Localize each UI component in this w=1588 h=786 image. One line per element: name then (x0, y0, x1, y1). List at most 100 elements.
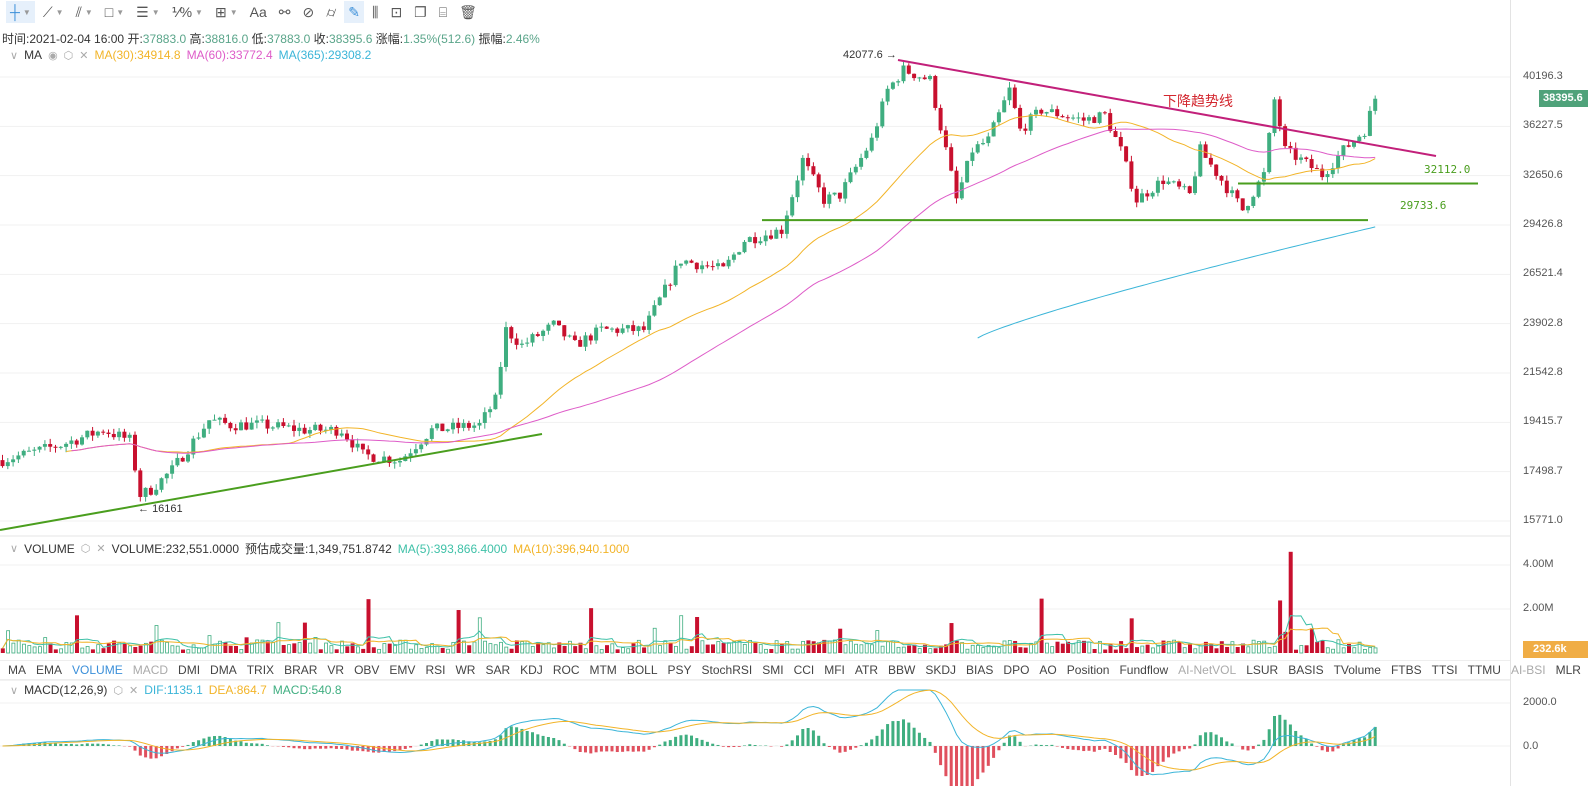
volume-bar-up (1368, 646, 1373, 654)
volume-bar-up (1034, 641, 1039, 654)
tab-ao[interactable]: AO (1039, 663, 1057, 677)
chevron-down-icon[interactable]: ▼ (84, 7, 93, 17)
tab-boll[interactable]: BOLL (626, 663, 658, 677)
macd-histogram-bar (1246, 746, 1250, 751)
delete-tool[interactable]: 🗑 (455, 1, 481, 23)
tab-mtm[interactable]: MTM (589, 663, 617, 677)
close-icon[interactable]: ✕ (129, 684, 139, 697)
tab-emv[interactable]: EMV (389, 663, 416, 677)
crosshair-tool[interactable]: ┼ ▼ (6, 1, 35, 23)
tab-sar[interactable]: SAR (485, 663, 511, 677)
chevron-down-icon[interactable]: ▼ (116, 7, 125, 17)
tab-ftbs[interactable]: FTBS (1390, 663, 1422, 677)
tab-smi[interactable]: SMI (762, 663, 784, 677)
tab-skdj[interactable]: SKDJ (925, 663, 957, 677)
price-chart[interactable] (0, 0, 1510, 786)
tab-dmi[interactable]: DMI (178, 663, 201, 677)
tab-lsur[interactable]: LSUR (1246, 663, 1279, 677)
tab-atr[interactable]: ATR (854, 663, 879, 677)
horizontal-lines-tool[interactable]: ☰ ▼ (132, 1, 163, 23)
tab-tvolume[interactable]: TVolume (1333, 663, 1381, 677)
volume-bar-up (647, 645, 652, 654)
collapse-icon[interactable]: ∨ (10, 543, 19, 555)
settings-icon[interactable]: ⬡ (63, 49, 74, 62)
tab-ttsi[interactable]: TTSI (1431, 663, 1458, 677)
link-tool[interactable]: ⊘ (298, 1, 318, 23)
tab-dma[interactable]: DMA (210, 663, 237, 677)
close-icon[interactable]: ✕ (79, 49, 89, 62)
chevron-down-icon[interactable]: ▼ (151, 7, 160, 17)
close-icon[interactable]: ✕ (96, 543, 106, 555)
volume-bar-up (652, 627, 657, 654)
candle-up (763, 235, 768, 242)
parallel-lines-tool[interactable]: ⫽ ▼ (72, 1, 97, 23)
candle-up (594, 327, 599, 341)
volume-bar-down (1309, 628, 1314, 653)
bookmark-tool[interactable]: ❐ (410, 1, 431, 23)
settings-icon[interactable]: ⬡ (113, 684, 124, 697)
tab-fundflow[interactable]: Fundflow (1119, 663, 1169, 677)
tab-brar[interactable]: BRAR (284, 663, 318, 677)
volume-bar-up (917, 648, 922, 654)
tab-ttmu[interactable]: TTMU (1467, 663, 1501, 677)
candle-down (292, 425, 296, 431)
macd-legend: ∨ MACD(12,26,9) ⬡ ✕ DIF:1135.1 DEA:864.7… (10, 683, 342, 697)
ruler-tool[interactable]: ⌭ (322, 1, 340, 23)
tab-vr[interactable]: VR (327, 663, 345, 677)
tab-psy[interactable]: PSY (667, 663, 692, 677)
bar-pattern-tool[interactable]: ⫼ (368, 1, 382, 23)
collapse-icon[interactable]: ∨ (10, 49, 19, 62)
brush-tool[interactable]: ✎ (344, 1, 364, 23)
chevron-down-icon[interactable]: ▼ (22, 7, 31, 17)
tab-bias[interactable]: BIAS (966, 663, 994, 677)
candle-up (217, 417, 222, 420)
macd-histogram-bar (732, 746, 736, 747)
tab-ema[interactable]: EMA (36, 663, 63, 677)
tab-dpo[interactable]: DPO (1003, 663, 1030, 677)
calendar-edit-tool[interactable]: ⌸ (435, 1, 451, 23)
text-tool[interactable]: Aa (246, 1, 271, 23)
macd-histogram-bar (642, 746, 646, 752)
tab-position[interactable]: Position (1066, 663, 1110, 677)
tab-kdj[interactable]: KDJ (520, 663, 543, 677)
ohlc-info: 时间:2021-02-04 16:00 开:37883.0 高:38816.0 … (2, 30, 540, 47)
tab-volume[interactable]: VOLUME (72, 663, 123, 677)
tab-obv[interactable]: OBV (354, 663, 380, 677)
collapse-icon[interactable]: ∨ (10, 684, 19, 697)
macd-histogram-bar (1182, 746, 1186, 750)
settings-icon[interactable]: ⬡ (80, 543, 91, 555)
rectangle-tool[interactable]: □ ▼ (101, 1, 128, 23)
measure-tool[interactable]: ⊞ ▼ (211, 1, 242, 23)
chevron-down-icon[interactable]: ▼ (229, 7, 238, 17)
eye-icon[interactable]: ◉ (48, 49, 58, 62)
macd-histogram-bar (1315, 746, 1319, 747)
price-axis[interactable]: 38395.6 4.00M 2.00M 232.6k 2000.0 0.0 40… (1510, 0, 1588, 786)
pattern-tool[interactable]: ⚯ (275, 1, 295, 23)
lock-tool[interactable]: ⊡ (386, 1, 406, 23)
candle-up (1341, 145, 1346, 156)
tab-ai-netvol[interactable]: AI-NetVOL (1178, 663, 1237, 677)
tab-trix[interactable]: TRIX (246, 663, 275, 677)
tab-wr[interactable]: WR (455, 663, 476, 677)
candle-up (896, 81, 901, 83)
trend-line-tool[interactable]: ⟋ ▼ (39, 1, 68, 23)
chevron-down-icon[interactable]: ▼ (55, 7, 64, 17)
tab-stochrsi[interactable]: StochRSI (701, 663, 753, 677)
tab-ma[interactable]: MA (8, 663, 26, 677)
macd-histogram-bar (356, 746, 360, 751)
fibonacci-tool[interactable]: ⅟% ▼ (168, 1, 207, 23)
tab-roc[interactable]: ROC (552, 663, 580, 677)
tab-bbw[interactable]: BBW (888, 663, 916, 677)
tab-cci[interactable]: CCI (793, 663, 815, 677)
chevron-down-icon[interactable]: ▼ (195, 7, 203, 17)
candle-down (943, 130, 948, 148)
tab-rsi[interactable]: RSI (425, 663, 446, 677)
tab-basis[interactable]: BASIS (1288, 663, 1324, 677)
tab-mlr[interactable]: MLR (1555, 663, 1581, 677)
tab-macd[interactable]: MACD (132, 663, 169, 677)
volume-bar-up (430, 643, 435, 654)
tab-mfi[interactable]: MFI (824, 663, 845, 677)
volume-bar-down (811, 641, 816, 653)
tab-ai-bsi[interactable]: AI-BSI (1510, 663, 1546, 677)
macd-histogram-bar (1172, 746, 1176, 754)
